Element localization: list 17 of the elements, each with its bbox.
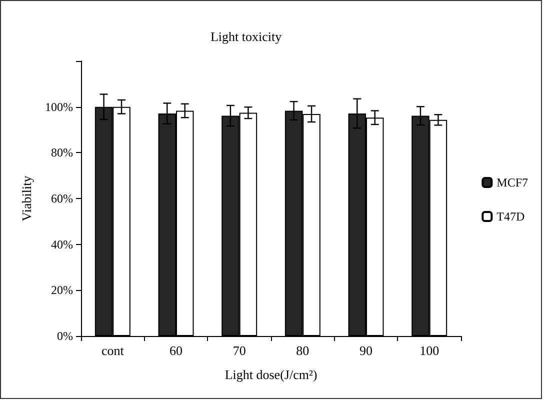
y-tick-label: 100% [45,100,73,114]
x-tick-label: 70 [232,343,246,358]
legend-label: T47D [496,210,525,224]
x-tick-label: 100 [420,343,440,358]
x-tick-label: 90 [360,343,372,358]
y-tick-label: 40% [51,237,73,252]
y-tick-label: 0% [57,329,73,343]
y-axis-title: Viability [19,175,34,222]
x-tick-label: 80 [296,343,310,358]
legend-label: MCF7 [496,176,528,190]
x-axis-title: Light dose(J/cm²) [224,367,318,382]
y-tick-label: 80% [51,146,73,160]
y-tick-label: 60% [51,192,73,206]
y-tick-label: 20% [51,283,73,298]
x-tick-label: cont [101,343,124,358]
chart-title: Light toxicity [210,29,282,44]
x-tick-label: 60 [170,343,182,358]
